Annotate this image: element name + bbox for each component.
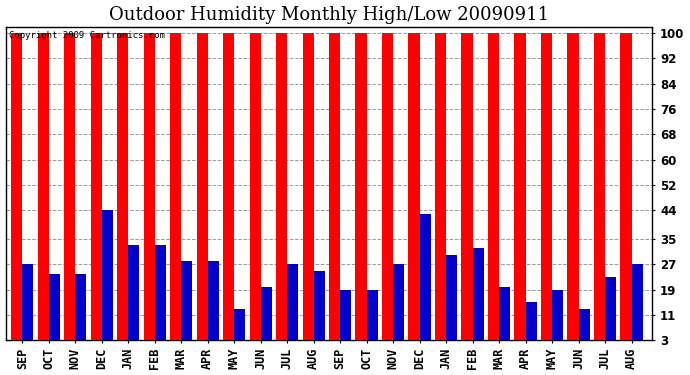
Bar [287,264,298,350]
Bar [329,33,340,350]
Bar [382,33,393,350]
Bar [366,290,378,350]
Bar [605,277,616,350]
Bar [250,33,261,350]
Bar [302,33,314,350]
Bar [38,33,49,350]
Bar [631,264,642,350]
Bar [620,33,631,350]
Bar [473,249,484,350]
Bar [314,271,325,350]
Bar [499,286,510,350]
Bar [355,33,366,350]
Bar [526,302,537,350]
Bar [446,255,457,350]
Bar [462,33,473,350]
Bar [261,286,272,350]
Bar [117,33,128,350]
Bar [408,33,420,350]
Bar [552,290,563,350]
Bar [234,309,246,350]
Bar [170,33,181,350]
Text: Copyright 2009 Cartronics.com: Copyright 2009 Cartronics.com [9,31,165,40]
Bar [181,261,193,350]
Bar [276,33,287,350]
Bar [578,309,590,350]
Bar [393,264,404,350]
Bar [155,245,166,350]
Bar [594,33,605,350]
Bar [101,210,113,350]
Title: Outdoor Humidity Monthly High/Low 20090911: Outdoor Humidity Monthly High/Low 200909… [109,6,549,24]
Bar [49,274,60,350]
Bar [488,33,499,350]
Bar [541,33,552,350]
Bar [128,245,139,350]
Bar [515,33,526,350]
Bar [64,33,75,350]
Bar [435,33,446,350]
Bar [75,274,86,350]
Bar [567,33,578,350]
Bar [208,261,219,350]
Bar [22,264,33,350]
Bar [11,33,22,350]
Bar [90,33,101,350]
Bar [144,33,155,350]
Bar [340,290,351,350]
Bar [223,33,234,350]
Bar [197,33,208,350]
Bar [420,214,431,350]
